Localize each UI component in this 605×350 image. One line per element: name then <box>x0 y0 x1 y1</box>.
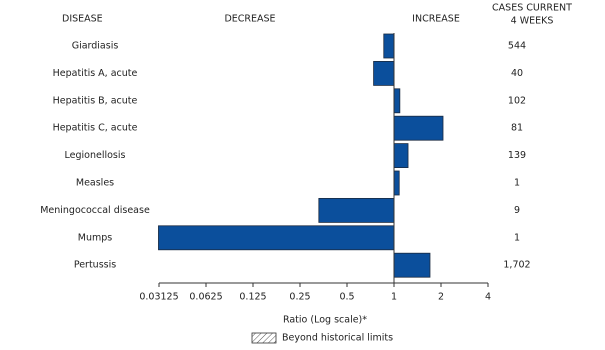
cases-label: 1,702 <box>503 260 530 271</box>
category-label: Hepatitis B, acute <box>53 95 138 106</box>
header-cases: 4 WEEKS <box>511 16 554 27</box>
category-label: Meningococcal disease <box>40 205 150 216</box>
x-axis-label: Ratio (Log scale)* <box>283 315 367 326</box>
x-tick-label: 0.5 <box>339 292 354 303</box>
x-tick-label: 1 <box>391 292 397 303</box>
bar <box>393 115 444 141</box>
category-label: Measles <box>76 178 114 189</box>
cases-label: 544 <box>508 41 526 52</box>
x-tick-label: 2 <box>438 292 444 303</box>
header-disease: DISEASE <box>62 14 103 25</box>
cases-label: 1 <box>514 232 520 243</box>
bar <box>393 252 431 278</box>
category-label: Pertussis <box>74 260 116 271</box>
cases-label: 9 <box>514 205 520 216</box>
header-decrease: DECREASE <box>224 14 275 25</box>
cases-label: 81 <box>511 123 523 134</box>
cases-label: 139 <box>508 150 526 161</box>
x-tick-label: 0.25 <box>289 292 310 303</box>
bar <box>373 61 395 86</box>
bar <box>393 143 409 169</box>
legend-label: Beyond historical limits <box>282 333 393 344</box>
category-label: Hepatitis C, acute <box>53 123 138 134</box>
x-tick-label: 0.0625 <box>189 292 222 303</box>
cases-label: 40 <box>511 68 523 79</box>
bar <box>393 88 401 114</box>
x-tick-label: 0.03125 <box>139 292 178 303</box>
legend-swatch <box>251 332 277 344</box>
bar <box>158 225 395 251</box>
header-cases: CASES CURRENT <box>492 3 572 14</box>
bar <box>383 33 395 59</box>
category-label: Giardiasis <box>72 41 119 52</box>
bar <box>318 197 395 223</box>
cases-label: 102 <box>508 95 526 106</box>
x-tick-label: 4 <box>485 292 491 303</box>
category-label: Mumps <box>78 232 113 243</box>
bar <box>393 170 400 196</box>
cases-label: 1 <box>514 178 520 189</box>
category-label: Hepatitis A, acute <box>53 68 138 79</box>
category-label: Legionellosis <box>65 150 126 161</box>
x-tick-label: 0.125 <box>239 292 266 303</box>
header-increase: INCREASE <box>412 14 460 25</box>
